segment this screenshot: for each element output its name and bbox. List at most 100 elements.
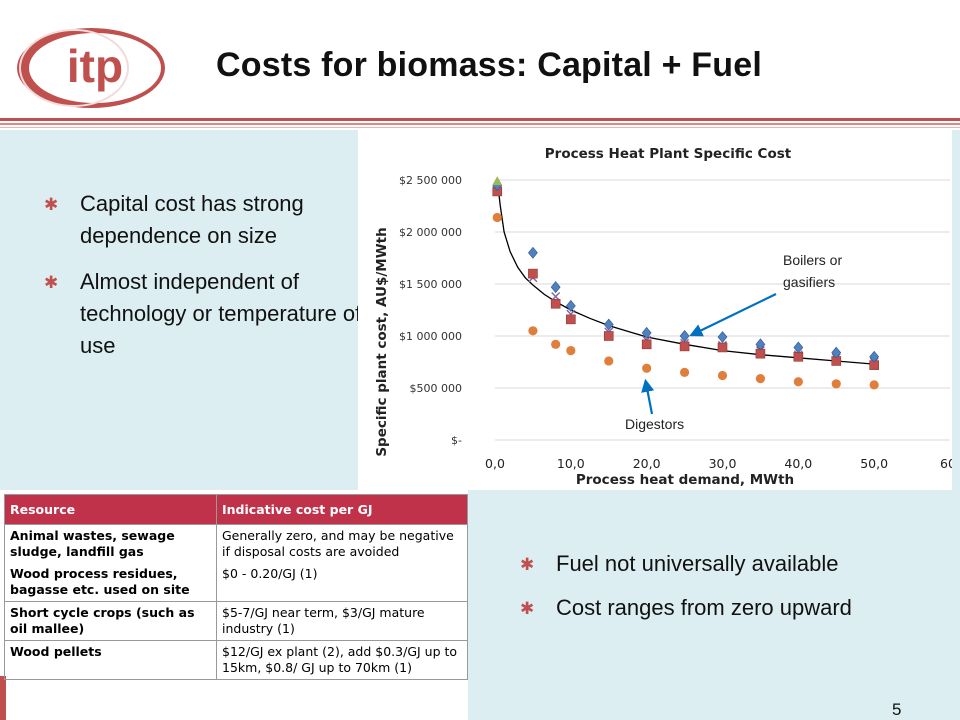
data-point-circle xyxy=(642,363,652,373)
data-point-square xyxy=(717,342,728,353)
data-point-diamond xyxy=(717,331,728,344)
fuel-bullet-list: ✱ Fuel not universally available ✱ Cost ra… xyxy=(520,548,950,636)
data-point-diamond xyxy=(550,281,561,294)
capital-panel xyxy=(0,130,358,490)
data-point-circle xyxy=(566,345,576,356)
data-points xyxy=(492,176,880,390)
x-tick-labels: 0,0 10,0 20,0 30,0 40,0 50,0 60, xyxy=(485,456,960,471)
data-point-triangle xyxy=(492,176,503,186)
resource-cell: Animal wastes, sewage sludge, landfill g… xyxy=(4,524,217,563)
data-point-square xyxy=(755,348,766,359)
cost-cell: $12/GJ ex plant (2), add $0.3/GJ up to 1… xyxy=(216,640,468,680)
annotation-digestors: Digestors xyxy=(625,416,684,432)
bullet-text: Fuel not universally available xyxy=(556,551,839,576)
chart-title: Process Heat Plant Specific Cost xyxy=(545,146,792,162)
x-tick-label: 10,0 xyxy=(557,456,585,471)
data-point-circle xyxy=(869,380,879,390)
page-number: 5 xyxy=(892,700,902,719)
data-point-diamond xyxy=(565,299,576,312)
data-point-diamond xyxy=(679,330,690,342)
data-point-square xyxy=(641,339,652,350)
data-point-circle xyxy=(831,379,841,389)
resource-cell: Wood pellets xyxy=(4,640,217,680)
x-tick-label: 0,0 xyxy=(485,456,505,471)
asterisk-bullet-icon: ✱ xyxy=(520,599,535,618)
chart-side-strip xyxy=(952,130,960,490)
bullet-text: Almost independent of technology or temp… xyxy=(80,269,362,358)
header-cost: Indicative cost per GJ xyxy=(216,494,468,525)
data-point-circle xyxy=(551,339,561,349)
cost-cell: $0 - 0.20/GJ (1) xyxy=(216,563,468,602)
data-point-diamond xyxy=(831,346,842,359)
fuel-cost-table: Resource Indicative cost per GJ Animal w… xyxy=(4,494,468,680)
digestors-arrow xyxy=(641,378,655,415)
footer-accent xyxy=(0,676,6,720)
itp-logo: itp xyxy=(17,28,165,108)
data-point-circle xyxy=(492,212,502,223)
boilers-arrow xyxy=(689,293,777,337)
fuel-panel xyxy=(468,490,960,720)
data-point-diamond xyxy=(528,246,538,259)
asterisk-bullet-icon: ✱ xyxy=(520,555,535,574)
slide-title: Costs for biomass: Capital + Fuel xyxy=(216,46,762,84)
data-point-square xyxy=(528,268,538,279)
data-point-diamond xyxy=(641,326,652,339)
annotation-boilers-line1: Boilers or xyxy=(783,252,842,268)
y-tick-label: $1 500 000 xyxy=(399,278,462,291)
data-point-diamond xyxy=(869,350,880,363)
y-axis-label: Specific plant cost, AU$/MWth xyxy=(374,227,390,456)
bullet-text: Capital cost has strong dependence on si… xyxy=(80,191,304,248)
table-header-row: Resource Indicative cost per GJ xyxy=(4,494,468,525)
chart-grid xyxy=(495,179,950,441)
bullet-item: ✱ Cost ranges from zero upward xyxy=(520,592,950,624)
annotations: Boilers or gasifiers Digestors xyxy=(625,252,842,432)
x-tick-label: 50,0 xyxy=(860,456,888,471)
annotation-boilers-line2: gasifiers xyxy=(783,274,835,290)
resource-cell: Short cycle crops (such as oil mallee) xyxy=(4,601,217,641)
header-rule xyxy=(0,118,960,121)
x-tick-label: 60, xyxy=(940,456,952,471)
asterisk-bullet-icon: ✱ xyxy=(44,195,59,214)
data-point-square xyxy=(603,331,614,341)
data-point-circle xyxy=(717,370,728,381)
data-point-square xyxy=(566,314,576,325)
data-point-circle xyxy=(679,367,690,377)
bullet-item: ✱ Capital cost has strong dependence on s… xyxy=(44,188,364,252)
data-point-circle xyxy=(528,326,538,336)
x-tick-label: 30,0 xyxy=(709,456,737,471)
data-point-diamond xyxy=(603,318,614,331)
data-point-square xyxy=(679,341,690,352)
cost-cell: $5-7/GJ near term, $3/GJ mature industry… xyxy=(216,601,468,641)
data-point-square xyxy=(550,298,561,309)
header-rule-secondary xyxy=(0,123,960,125)
bullet-item: ✱ Almost independent of technology or tem… xyxy=(44,266,364,362)
cost-chart-svg: Process Heat Plant Specific Cost Specifi… xyxy=(374,146,960,488)
cost-cell: Generally zero, and may be negative if d… xyxy=(216,524,468,563)
x-tick-label: 20,0 xyxy=(633,456,661,471)
y-tick-label: $2 000 000 xyxy=(399,226,462,239)
x-axis-label: Process heat demand, MWth xyxy=(576,472,794,488)
y-tick-label: $- xyxy=(451,434,462,447)
y-tick-label: $1 000 000 xyxy=(399,330,462,343)
table-row: Animal wastes, sewage sludge, landfill g… xyxy=(4,524,468,563)
data-point-square xyxy=(793,352,804,362)
resource-cell: Wood process residues, bagasse etc. used… xyxy=(4,563,217,602)
data-point-diamond xyxy=(755,338,766,351)
table-row: Short cycle crops (such as oil mallee) $… xyxy=(4,601,468,641)
header-rule-tertiary xyxy=(0,127,960,128)
table-row: Wood process residues, bagasse etc. used… xyxy=(4,563,468,602)
data-point-circle xyxy=(755,374,766,384)
asterisk-bullet-icon: ✱ xyxy=(44,273,59,292)
bullet-item: ✱ Fuel not universally available xyxy=(520,548,950,580)
data-point-circle xyxy=(793,377,803,387)
cost-chart: Process Heat Plant Specific Cost Specifi… xyxy=(358,130,960,490)
table-row: Wood pellets $12/GJ ex plant (2), add $0… xyxy=(4,640,468,680)
bullet-text: Cost ranges from zero upward xyxy=(556,595,852,620)
y-tick-label: $2 500 000 xyxy=(399,174,462,187)
x-tick-label: 40,0 xyxy=(784,456,812,471)
y-tick-label: $500 000 xyxy=(410,382,463,395)
header-resource: Resource xyxy=(4,494,217,525)
capital-bullet-list: ✱ Capital cost has strong dependence on s… xyxy=(44,188,364,376)
data-point-diamond xyxy=(793,341,804,354)
y-tick-labels: $- $500 000 $1 000 000 $1 500 000 $2 000 000… xyxy=(399,174,462,447)
